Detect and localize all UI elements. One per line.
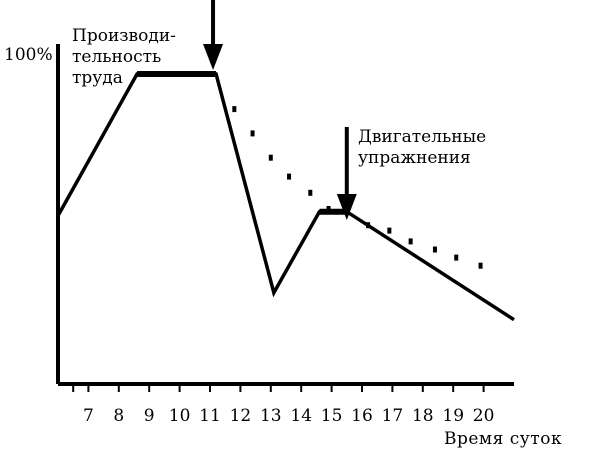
dot-10 xyxy=(454,254,459,261)
x-tick-label-13: 13 xyxy=(260,406,282,426)
x-tick-label-9: 9 xyxy=(144,406,155,426)
series-label-line-1: тельность xyxy=(72,47,161,67)
x-tick-label-15: 15 xyxy=(321,406,343,426)
x-axis-label: Время суток xyxy=(444,429,562,449)
x-tick-label-8: 8 xyxy=(113,406,124,426)
x-ticks: 7 8 9 10 11 12 13 14 15 16 17 18 19 20 xyxy=(72,384,495,426)
dot-4 xyxy=(308,189,313,196)
dot-8 xyxy=(408,238,413,245)
productivity-line xyxy=(56,72,515,322)
x-tick-label-10: 10 xyxy=(169,406,191,426)
y-axis-label: 100% xyxy=(4,45,53,65)
x-tick-label-17: 17 xyxy=(382,406,404,426)
x-tick-label-20: 20 xyxy=(473,406,495,426)
annotation-line-1: упражнения xyxy=(358,148,471,168)
arrow-11-head xyxy=(203,44,224,70)
x-tick-label-16: 16 xyxy=(351,406,373,426)
dot-1 xyxy=(250,130,255,137)
series-label-line-0: Производи- xyxy=(72,26,176,46)
dot-0 xyxy=(232,106,237,113)
dot-9 xyxy=(432,246,437,253)
series-label-line-2: труда xyxy=(72,68,123,88)
dot-3 xyxy=(287,173,292,180)
dot-2 xyxy=(268,154,273,161)
x-tick-label-11: 11 xyxy=(199,406,221,426)
x-tick-label-19: 19 xyxy=(442,406,464,426)
x-tick-label-18: 18 xyxy=(412,406,434,426)
x-tick-label-14: 14 xyxy=(290,406,312,426)
dot-7 xyxy=(387,227,392,234)
arrow-15-head xyxy=(336,194,357,220)
solid-series xyxy=(56,71,515,322)
dot-11 xyxy=(478,262,483,269)
arrows xyxy=(203,0,357,220)
x-tick-label-7: 7 xyxy=(83,406,94,426)
x-tick-label-12: 12 xyxy=(230,406,252,426)
annotation-line-0: Двигательные xyxy=(358,127,486,147)
